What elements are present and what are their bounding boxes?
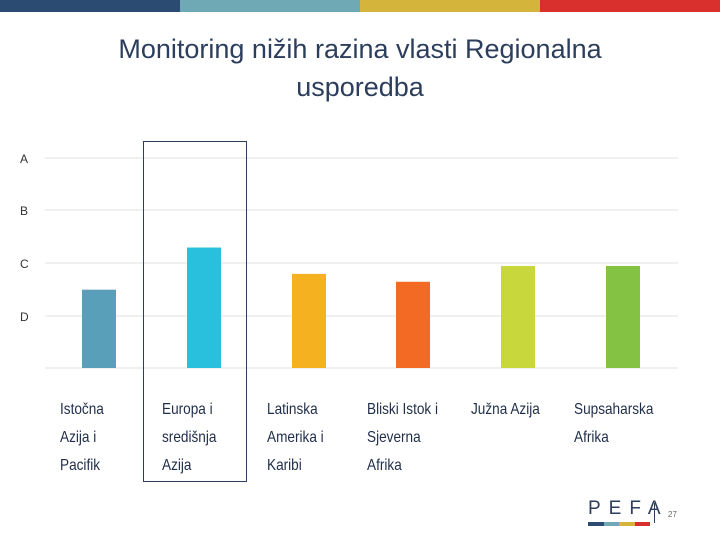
- x-category-label-line: Istočna: [60, 401, 104, 418]
- bar: [292, 273, 326, 368]
- y-tick-label: D: [20, 310, 29, 324]
- x-category-label-line: Pacifik: [60, 457, 101, 474]
- x-category-label-line: Azija: [162, 457, 192, 474]
- x-category-label-line: Bliski Istok i: [367, 401, 439, 418]
- x-category-label-line: Supsaharska: [574, 401, 654, 418]
- x-category-label: Europa i središnja Azija: [162, 396, 216, 480]
- x-category-label: Južna Azija: [471, 396, 540, 424]
- x-category-label-line: Afrika: [367, 457, 402, 474]
- x-category-label-line: Europa i: [162, 401, 213, 418]
- x-category-label-line: središnja: [162, 429, 217, 446]
- top-bar-segment: [0, 0, 180, 12]
- x-category-label-line: Amerika i: [267, 429, 324, 446]
- top-bar-segment: [360, 0, 540, 12]
- y-tick-label: C: [20, 257, 29, 271]
- logo-text: PEFA: [588, 498, 669, 519]
- slide-title: Monitoring nižih razina vlasti Regionaln…: [20, 30, 700, 106]
- logo-stripe: [588, 522, 650, 526]
- top-bar-segment: [180, 0, 360, 12]
- top-color-bar: [0, 0, 720, 12]
- bar: [396, 281, 430, 368]
- x-category-label-line: Južna Azija: [471, 401, 540, 418]
- x-category-label-line: Karibi: [267, 457, 302, 474]
- x-category-label-line: Afrika: [574, 429, 609, 446]
- y-tick-label: B: [20, 204, 28, 218]
- top-bar-segment: [540, 0, 720, 12]
- bar: [187, 247, 221, 368]
- x-category-label: Istočna Azija i Pacifik: [60, 396, 104, 480]
- title-line1-bold: Regionalna: [465, 34, 602, 64]
- title-line1-prefix: Monitoring nižih razina vlasti: [118, 34, 466, 64]
- bar: [501, 265, 535, 368]
- x-category-label-line: Latinska: [267, 401, 318, 418]
- y-tick-label: A: [20, 152, 28, 166]
- x-category-label-line: Sjeverna: [367, 429, 421, 446]
- title-line2: usporedba: [296, 72, 424, 102]
- x-category-label: Latinska Amerika i Karibi: [267, 396, 324, 480]
- bar: [82, 289, 116, 368]
- bar: [606, 265, 640, 368]
- pefa-logo: PEFA: [588, 498, 669, 526]
- page-number: 27: [668, 510, 677, 519]
- x-category-label: Bliski Istok i Sjeverna Afrika: [367, 396, 438, 480]
- x-category-label-line: Azija i: [60, 429, 97, 446]
- logo-separator: [654, 503, 655, 523]
- highlight-box: [143, 141, 247, 482]
- x-category-label: Supsaharska Afrika: [574, 396, 653, 452]
